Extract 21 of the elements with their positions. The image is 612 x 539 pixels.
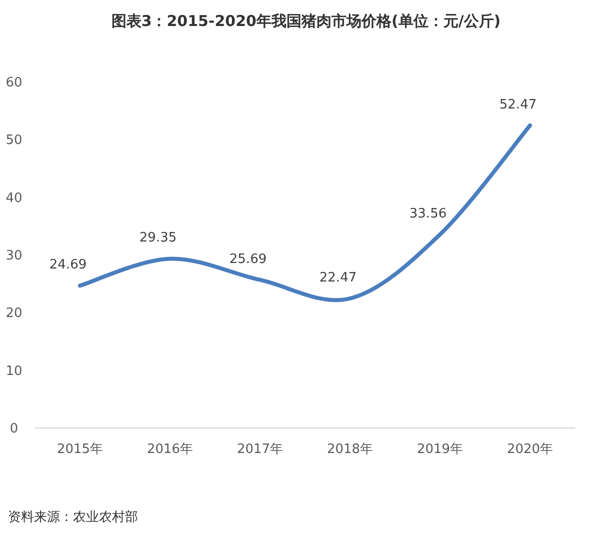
x-tick-label: 2019年 xyxy=(416,442,464,457)
y-tick-label: 60 xyxy=(6,76,22,90)
x-tick-label: 2017年 xyxy=(236,442,284,457)
x-tick-label: 2015年 xyxy=(56,442,104,457)
data-label: 25.69 xyxy=(229,252,267,267)
y-tick-label: 30 xyxy=(6,248,22,264)
data-label: 22.47 xyxy=(319,270,357,286)
data-label: 24.69 xyxy=(49,258,87,273)
data-label: 29.35 xyxy=(139,230,177,246)
annotation: 资料来源：农业农村部 xyxy=(8,510,138,525)
data-label: 33.56 xyxy=(409,206,447,222)
title: 图表3：2015-2020年我国猪肉市场价格(单位：元/公斤) xyxy=(111,12,501,30)
y-tick-label: 40 xyxy=(6,190,22,206)
x-tick-label: 2016年 xyxy=(146,442,194,457)
y-tick-label: 0 xyxy=(10,422,18,436)
y-tick-label: 20 xyxy=(6,306,22,322)
x-tick-label: 2018年 xyxy=(326,442,374,457)
y-tick-label: 10 xyxy=(6,364,22,379)
x-tick-label: 2020年 xyxy=(506,442,554,457)
y-tick-label: 50 xyxy=(6,133,22,148)
data-label: 52.47 xyxy=(499,97,537,112)
